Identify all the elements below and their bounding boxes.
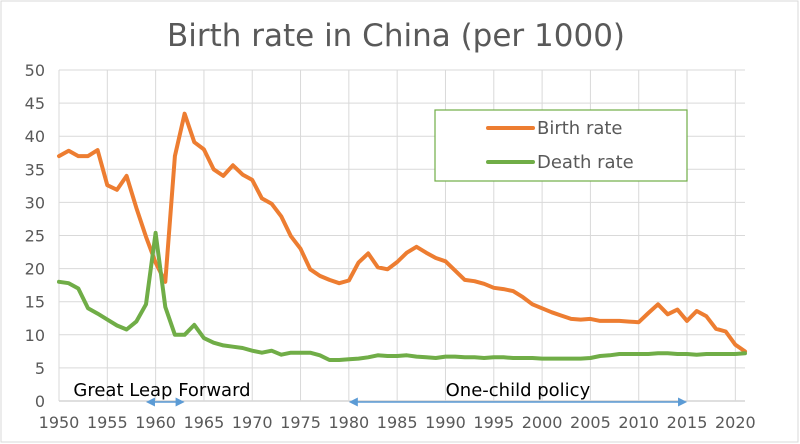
y-axis-ticks: 0 5 10 15 20 25 30 35 40 45 50 [25,61,45,411]
legend-box [434,109,688,182]
y-tick-label-5: 5 [35,359,45,378]
series-line-birth-rate [57,111,747,354]
annotation-arrowhead-left [348,397,358,407]
x-tick-label-1975: 1975 [280,413,321,432]
annotation-arrowhead-right [678,397,688,407]
x-tick-label-1970: 1970 [232,413,273,432]
x-tick-label-1965: 1965 [184,413,225,432]
y-tick-label-30: 30 [25,193,45,212]
series-line-death-rate [57,230,747,362]
y-tick-label-20: 20 [25,260,45,279]
legend: Birth rate Death rate [434,109,688,182]
x-tick-label-2015: 2015 [667,413,708,432]
annotation-label: One-child policy [446,380,591,401]
x-tick-label-1950: 1950 [39,413,80,432]
annotation-arrowhead-left [145,397,155,407]
y-tick-label-50: 50 [25,61,45,80]
y-tick-label-45: 45 [25,94,45,113]
x-tick-label-2010: 2010 [618,413,659,432]
x-tick-label-2000: 2000 [522,413,563,432]
x-tick-label-1985: 1985 [377,413,418,432]
chart-title: Birth rate in China (per 1000) [167,18,625,54]
x-axis-ticks: 1950 1955 1960 1965 1970 1975 1980 1985 1990 1995… [39,413,756,432]
y-tick-label-35: 35 [25,160,45,179]
annotations: Great Leap Forward One-child policy [73,380,688,407]
x-tick-label-1960: 1960 [135,413,176,432]
annotation-great-leap-forward: Great Leap Forward [73,380,251,407]
y-tick-label-25: 25 [25,227,45,246]
x-tick-label-1995: 1995 [473,413,514,432]
x-tick-label-1990: 1990 [425,413,466,432]
y-tick-label-15: 15 [25,293,45,312]
legend-label-death-rate: Death rate [537,152,634,173]
x-tick-label-2020: 2020 [715,413,756,432]
x-tick-label-1980: 1980 [328,413,369,432]
annotation-arrowhead-right [175,397,185,407]
x-tick-label-2005: 2005 [570,413,611,432]
y-tick-label-10: 10 [25,326,45,345]
annotation-label: Great Leap Forward [73,380,250,401]
x-tick-label-1955: 1955 [87,413,128,432]
legend-label-birth-rate: Birth rate [537,118,623,139]
y-tick-label-0: 0 [35,392,45,411]
y-tick-label-40: 40 [25,127,45,146]
annotation-one-child-policy: One-child policy [348,380,688,407]
series-lines [57,111,747,362]
